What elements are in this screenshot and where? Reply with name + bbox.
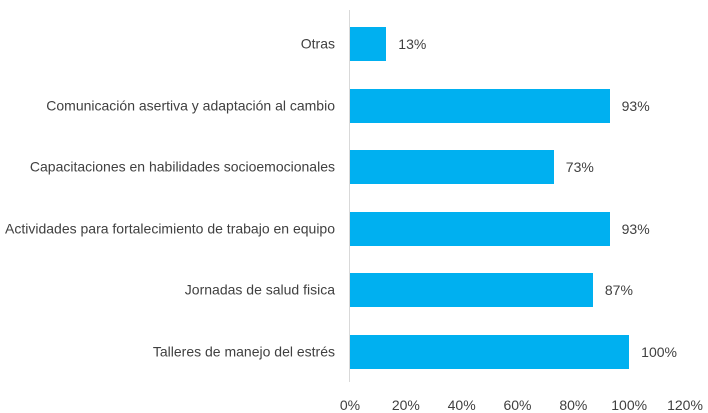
category-label: Comunicación asertiva y adaptación al ca…	[46, 97, 335, 113]
data-label: 87%	[604, 282, 633, 298]
data-label: 93%	[621, 220, 650, 237]
data-label: 100%	[641, 343, 677, 360]
x-tick-label: 40%	[447, 397, 476, 413]
bar	[350, 150, 554, 184]
x-tick-label: 120%	[667, 397, 703, 413]
x-tick-label: 80%	[559, 397, 588, 413]
data-label: 73%	[565, 159, 594, 175]
x-tick-label: 0%	[339, 397, 361, 413]
x-tick-label: 60%	[503, 397, 532, 413]
x-tick-label: 20%	[391, 397, 420, 413]
category-label: Talleres de manejo del estrés	[152, 343, 335, 359]
data-label: 93%	[621, 97, 650, 114]
category-label: Capacitaciones en habilidades socioemoci…	[29, 158, 335, 175]
x-tick-label: 100%	[611, 397, 648, 413]
bar	[350, 27, 387, 61]
bar	[350, 273, 593, 307]
category-label: Jornadas de salud fisica	[184, 281, 335, 298]
bar	[350, 334, 630, 369]
category-label: Actividades para fortalecimiento de trab…	[5, 220, 335, 236]
data-label: 13%	[398, 36, 427, 52]
y-axis-line	[349, 10, 350, 382]
bar	[350, 88, 610, 123]
bar	[350, 211, 610, 246]
category-label: Otras	[300, 35, 335, 52]
